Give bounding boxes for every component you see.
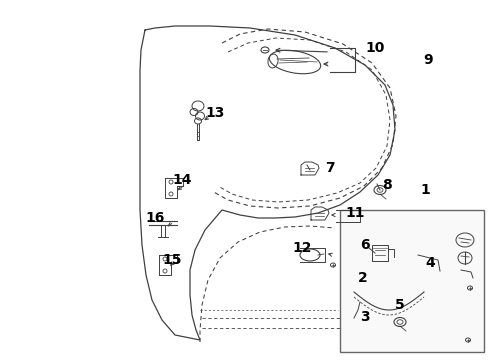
Text: 5: 5: [394, 298, 404, 312]
Text: 14: 14: [172, 173, 191, 187]
Text: 2: 2: [357, 271, 367, 285]
Text: 6: 6: [360, 238, 369, 252]
Text: 10: 10: [365, 41, 384, 55]
Text: 1: 1: [419, 183, 429, 197]
Text: 3: 3: [360, 310, 369, 324]
Text: 9: 9: [422, 53, 432, 67]
Text: 16: 16: [145, 211, 164, 225]
Text: 15: 15: [162, 253, 182, 267]
Bar: [339, 210, 483, 352]
Text: 8: 8: [381, 178, 391, 192]
Text: 11: 11: [345, 206, 364, 220]
Text: 12: 12: [292, 241, 311, 255]
Text: 4: 4: [424, 256, 434, 270]
Text: 13: 13: [205, 106, 224, 120]
Text: 7: 7: [325, 161, 334, 175]
